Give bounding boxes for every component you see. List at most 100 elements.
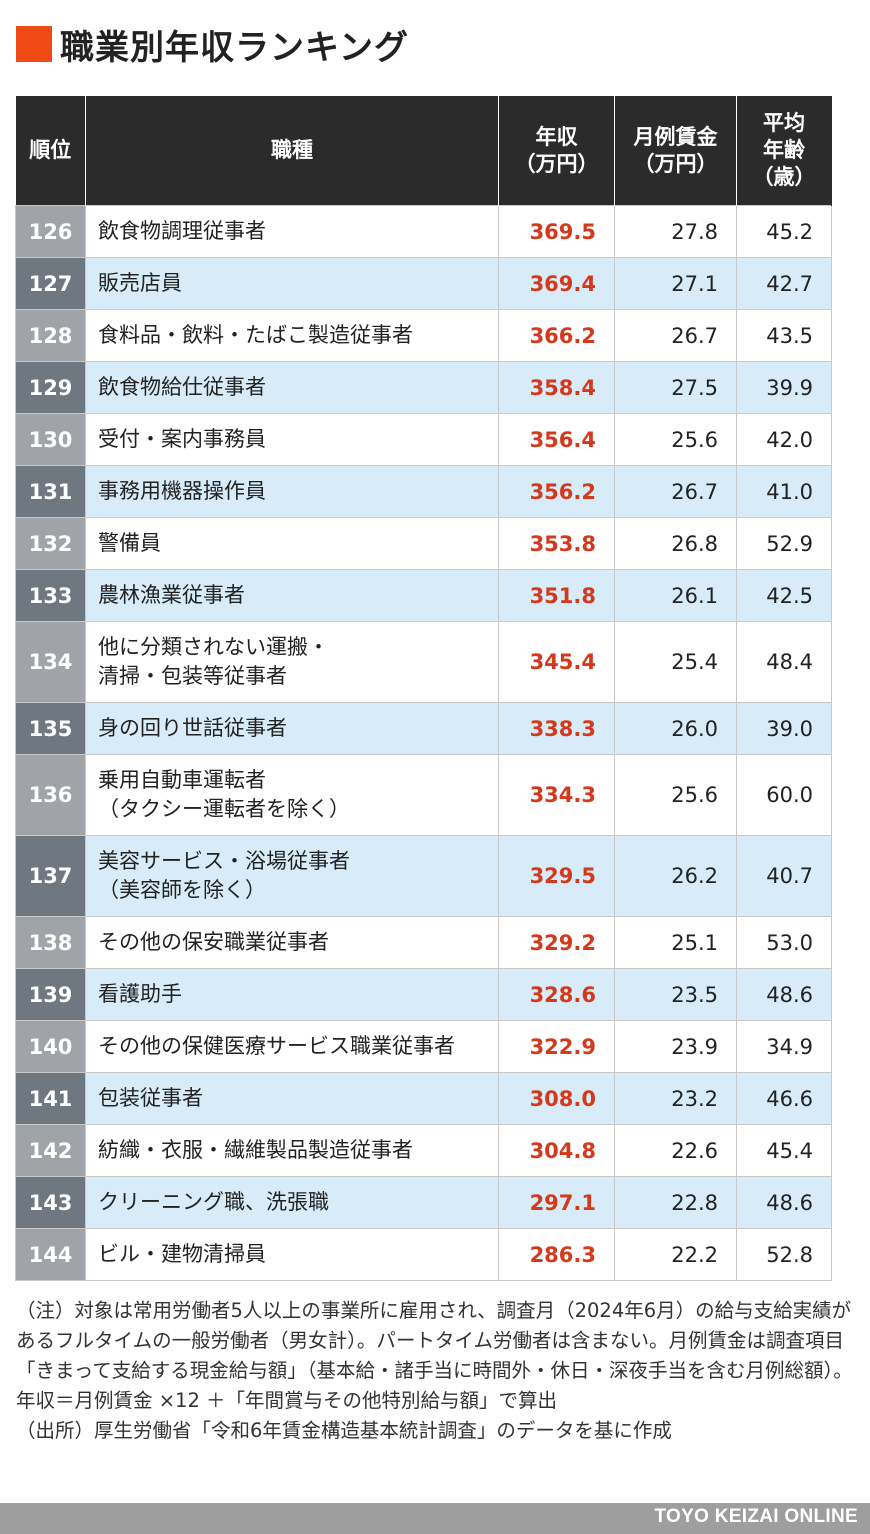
- title-marker: [16, 26, 52, 62]
- table-row: 132 警備員 353.8 26.8 52.9: [15, 517, 832, 570]
- income-cell: 351.8: [498, 569, 615, 622]
- job-cell: 農林漁業従事者: [85, 569, 499, 622]
- income-cell: 353.8: [498, 517, 615, 570]
- age-cell: 39.0: [736, 702, 832, 755]
- monthly-wage-cell: 22.2: [614, 1228, 737, 1281]
- job-cell: 乗用自動車運転者 （タクシー運転者を除く）: [85, 754, 499, 836]
- rank-cell: 139: [15, 968, 86, 1021]
- table-row: 135 身の回り世話従事者 338.3 26.0 39.0: [15, 702, 832, 755]
- age-cell: 53.0: [736, 916, 832, 969]
- rank-cell: 143: [15, 1176, 86, 1229]
- age-cell: 46.6: [736, 1072, 832, 1125]
- job-cell: その他の保健医療サービス職業従事者: [85, 1020, 499, 1073]
- monthly-wage-cell: 25.1: [614, 916, 737, 969]
- rank-cell: 130: [15, 413, 86, 466]
- rank-cell: 133: [15, 569, 86, 622]
- income-cell: 329.5: [498, 835, 615, 917]
- title-bar: 職業別年収ランキング: [16, 22, 409, 68]
- age-cell: 40.7: [736, 835, 832, 917]
- table-row: 134 他に分類されない運搬・ 清掃・包装等従事者 345.4 25.4 48.…: [15, 621, 832, 703]
- job-cell: 警備員: [85, 517, 499, 570]
- monthly-wage-cell: 23.5: [614, 968, 737, 1021]
- rank-cell: 128: [15, 309, 86, 362]
- monthly-wage-cell: 26.2: [614, 835, 737, 917]
- rank-cell: 127: [15, 257, 86, 310]
- table-row: 131 事務用機器操作員 356.2 26.7 41.0: [15, 465, 832, 518]
- income-cell: 345.4: [498, 621, 615, 703]
- monthly-wage-cell: 23.2: [614, 1072, 737, 1125]
- job-cell: ビル・建物清掃員: [85, 1228, 499, 1281]
- table-row: 141 包装従事者 308.0 23.2 46.6: [15, 1072, 832, 1125]
- income-cell: 369.5: [498, 205, 615, 258]
- header-rank: 順位: [15, 96, 86, 206]
- table-row: 126 飲食物調理従事者 369.5 27.8 45.2: [15, 205, 832, 258]
- age-cell: 39.9: [736, 361, 832, 414]
- age-cell: 42.0: [736, 413, 832, 466]
- job-cell: 他に分類されない運搬・ 清掃・包装等従事者: [85, 621, 499, 703]
- job-cell: 美容サービス・浴場従事者 （美容師を除く）: [85, 835, 499, 917]
- job-cell: 食料品・飲料・たばこ製造従事者: [85, 309, 499, 362]
- monthly-wage-cell: 26.0: [614, 702, 737, 755]
- table-row: 142 紡織・衣服・繊維製品製造従事者 304.8 22.6 45.4: [15, 1124, 832, 1177]
- job-cell: その他の保安職業従事者: [85, 916, 499, 969]
- age-cell: 42.5: [736, 569, 832, 622]
- rank-cell: 129: [15, 361, 86, 414]
- table-row: 138 その他の保安職業従事者 329.2 25.1 53.0: [15, 916, 832, 969]
- monthly-wage-cell: 27.1: [614, 257, 737, 310]
- rank-cell: 135: [15, 702, 86, 755]
- monthly-wage-cell: 27.8: [614, 205, 737, 258]
- table-row: 130 受付・案内事務員 356.4 25.6 42.0: [15, 413, 832, 466]
- income-cell: 328.6: [498, 968, 615, 1021]
- page-title: 職業別年収ランキング: [60, 27, 409, 68]
- age-cell: 48.6: [736, 968, 832, 1021]
- age-cell: 48.4: [736, 621, 832, 703]
- table-row: 143 クリーニング職、洗張職 297.1 22.8 48.6: [15, 1176, 832, 1229]
- rank-cell: 126: [15, 205, 86, 258]
- rank-cell: 131: [15, 465, 86, 518]
- header-income: 年収 （万円）: [498, 96, 615, 206]
- age-cell: 42.7: [736, 257, 832, 310]
- income-cell: 334.3: [498, 754, 615, 836]
- table-row: 129 飲食物給仕従事者 358.4 27.5 39.9: [15, 361, 832, 414]
- monthly-wage-cell: 25.6: [614, 413, 737, 466]
- note-text: （注）対象は常用労働者5人以上の事業所に雇用され、調査月（2024年6月）の給与…: [16, 1299, 853, 1412]
- table-row: 127 販売店員 369.4 27.1 42.7: [15, 257, 832, 310]
- notes: （注）対象は常用労働者5人以上の事業所に雇用され、調査月（2024年6月）の給与…: [16, 1296, 856, 1446]
- table-row: 133 農林漁業従事者 351.8 26.1 42.5: [15, 569, 832, 622]
- table-row: 139 看護助手 328.6 23.5 48.6: [15, 968, 832, 1021]
- monthly-wage-cell: 25.6: [614, 754, 737, 836]
- rank-cell: 137: [15, 835, 86, 917]
- income-cell: 358.4: [498, 361, 615, 414]
- income-cell: 304.8: [498, 1124, 615, 1177]
- income-cell: 338.3: [498, 702, 615, 755]
- rank-cell: 142: [15, 1124, 86, 1177]
- monthly-wage-cell: 26.8: [614, 517, 737, 570]
- age-cell: 41.0: [736, 465, 832, 518]
- header-average-age: 平均 年齢 （歳）: [736, 96, 832, 206]
- income-cell: 286.3: [498, 1228, 615, 1281]
- table-row: 137 美容サービス・浴場従事者 （美容師を除く） 329.5 26.2 40.…: [15, 835, 832, 917]
- table-row: 140 その他の保健医療サービス職業従事者 322.9 23.9 34.9: [15, 1020, 832, 1073]
- monthly-wage-cell: 27.5: [614, 361, 737, 414]
- table-row: 136 乗用自動車運転者 （タクシー運転者を除く） 334.3 25.6 60.…: [15, 754, 832, 836]
- job-cell: 飲食物調理従事者: [85, 205, 499, 258]
- monthly-wage-cell: 22.6: [614, 1124, 737, 1177]
- job-cell: 事務用機器操作員: [85, 465, 499, 518]
- rank-cell: 134: [15, 621, 86, 703]
- source-text: （出所）厚生労働省「令和6年賃金構造基本統計調査」のデータを基に作成: [16, 1419, 672, 1442]
- age-cell: 52.9: [736, 517, 832, 570]
- age-cell: 45.4: [736, 1124, 832, 1177]
- age-cell: 34.9: [736, 1020, 832, 1073]
- job-cell: 飲食物給仕従事者: [85, 361, 499, 414]
- income-cell: 297.1: [498, 1176, 615, 1229]
- age-cell: 43.5: [736, 309, 832, 362]
- income-cell: 356.2: [498, 465, 615, 518]
- job-cell: 身の回り世話従事者: [85, 702, 499, 755]
- income-cell: 308.0: [498, 1072, 615, 1125]
- table-row: 128 食料品・飲料・たばこ製造従事者 366.2 26.7 43.5: [15, 309, 832, 362]
- rank-cell: 132: [15, 517, 86, 570]
- job-cell: 包装従事者: [85, 1072, 499, 1125]
- income-cell: 366.2: [498, 309, 615, 362]
- income-cell: 369.4: [498, 257, 615, 310]
- ranking-table: 順位 職種 年収 （万円） 月例賃金 （万円） 平均 年齢 （歳） 126 飲食…: [15, 96, 832, 1281]
